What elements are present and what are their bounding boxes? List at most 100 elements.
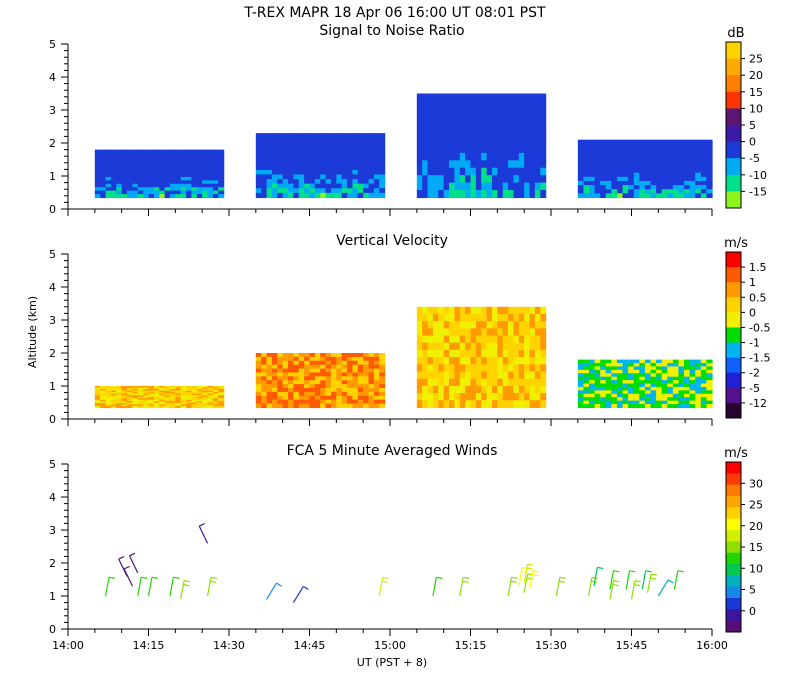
data-cell (330, 192, 337, 199)
data-cell (491, 306, 498, 315)
data-cell (218, 396, 225, 399)
data-cell (196, 190, 203, 195)
data-cell (605, 189, 612, 194)
data-cell (352, 142, 359, 148)
data-cell (175, 396, 182, 399)
data-cell (700, 397, 708, 402)
data-cell (622, 164, 629, 170)
data-cell (656, 193, 663, 199)
data-cell (667, 404, 674, 409)
data-cell (325, 188, 332, 194)
data-cell (127, 170, 133, 175)
data-cell (577, 180, 585, 186)
data-cell (373, 188, 380, 194)
data-cell (169, 386, 176, 389)
data-cell (379, 151, 386, 157)
wind-barb-flag (141, 576, 148, 579)
data-cell (186, 166, 193, 171)
data-cell (212, 194, 219, 199)
data-cell (207, 396, 214, 399)
data-cell (218, 163, 225, 168)
data-cell (600, 152, 607, 157)
data-cell (502, 335, 509, 344)
data-cell (212, 170, 219, 175)
data-cell (695, 185, 702, 190)
data-cell (159, 170, 166, 175)
data-cell (127, 395, 133, 398)
data-cell (266, 395, 273, 401)
data-cell (127, 183, 133, 188)
data-cell (314, 376, 321, 381)
data-cell (110, 180, 117, 185)
data-cell (491, 342, 498, 351)
data-cell (432, 190, 439, 199)
data-cell (320, 380, 327, 385)
data-cell (465, 138, 472, 147)
colorbar-frame (725, 251, 742, 419)
data-cell (432, 175, 439, 184)
wind-barb (625, 570, 631, 590)
data-cell (121, 392, 128, 395)
data-cell (422, 371, 429, 380)
data-cell (513, 145, 520, 154)
data-cell (110, 149, 117, 154)
data-cell (218, 176, 225, 181)
data-cell (600, 383, 607, 388)
data-cell (449, 93, 455, 102)
data-cell (261, 395, 268, 401)
data-cell (180, 149, 187, 154)
colorbar-label: 0 (749, 306, 756, 319)
data-cell (454, 313, 461, 322)
data-cell (127, 173, 133, 178)
data-cell (497, 190, 504, 199)
data-cell (186, 396, 193, 399)
data-cell (191, 389, 198, 392)
data-cell (304, 188, 311, 194)
data-cell (684, 185, 691, 190)
data-cell (357, 356, 364, 362)
data-cell (314, 391, 321, 397)
data-cell (191, 396, 198, 399)
data-cell (293, 174, 300, 180)
colorbar-label: 5 (749, 584, 756, 597)
data-cell (202, 159, 209, 164)
data-cell (422, 108, 429, 117)
data-cell (127, 190, 133, 195)
data-cell (706, 180, 713, 186)
data-cell (148, 166, 155, 171)
data-cell (438, 306, 445, 315)
wind-barb (609, 570, 615, 590)
data-cell (164, 173, 171, 178)
data-cell (169, 402, 176, 405)
data-cell (524, 313, 531, 322)
data-cell (373, 360, 380, 366)
data-cell (304, 156, 311, 162)
data-cell (212, 180, 219, 185)
data-cell (309, 188, 316, 194)
data-cell (94, 194, 101, 199)
data-cell (656, 164, 663, 170)
data-cell (127, 180, 133, 185)
data-cell (368, 380, 375, 385)
data-cell (293, 133, 300, 139)
data-cell (583, 160, 590, 166)
data-cell (508, 335, 515, 344)
data-cell (695, 189, 702, 194)
data-cell (148, 392, 155, 395)
data-cell (379, 399, 386, 405)
data-cell (341, 165, 348, 171)
data-cell (368, 165, 375, 171)
data-cell (282, 151, 289, 157)
data-cell (427, 357, 434, 365)
data-cell (202, 396, 209, 399)
data-cell (684, 359, 691, 364)
wind-barb-flag (559, 576, 566, 579)
data-cell (325, 183, 332, 189)
data-cell (100, 166, 107, 171)
data-cell (700, 380, 708, 385)
data-cell (605, 369, 612, 374)
data-cell (282, 142, 289, 148)
data-cell (454, 190, 461, 199)
data-cell (180, 386, 187, 389)
data-cell (180, 159, 187, 164)
